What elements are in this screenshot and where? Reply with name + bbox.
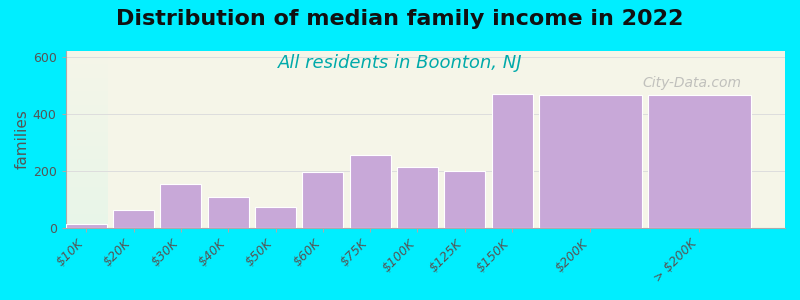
Text: All residents in Boonton, NJ: All residents in Boonton, NJ	[278, 54, 522, 72]
Text: City-Data.com: City-Data.com	[642, 76, 741, 90]
Bar	[113, 209, 154, 228]
Bar	[160, 184, 202, 228]
Bar	[539, 95, 642, 228]
Bar	[255, 207, 296, 228]
Bar	[491, 94, 533, 228]
Bar	[302, 172, 343, 228]
Bar	[397, 167, 438, 228]
Bar	[208, 197, 249, 228]
Bar	[648, 95, 750, 228]
Y-axis label: families: families	[15, 110, 30, 170]
Text: Distribution of median family income in 2022: Distribution of median family income in …	[116, 9, 684, 29]
Bar	[350, 155, 390, 228]
Bar	[444, 171, 486, 228]
Bar	[66, 224, 107, 228]
